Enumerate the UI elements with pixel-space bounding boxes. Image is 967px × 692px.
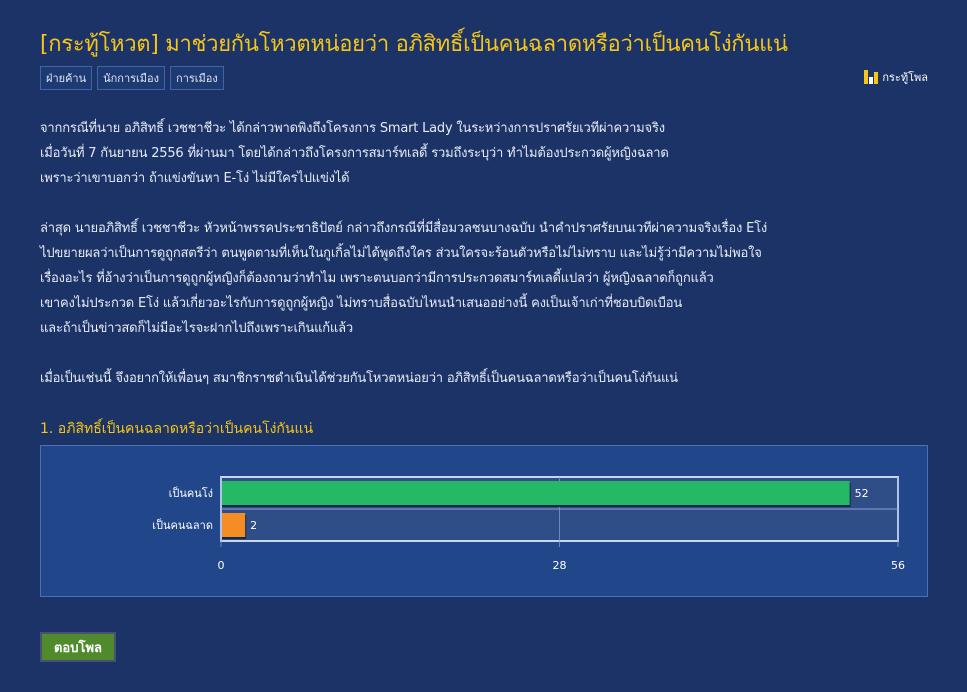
text-line: จากกรณีที่นาย อภิสิทธิ์ เวชชาชีวะ ได้กล่… [40,121,665,136]
x-tick-label: 56 [891,559,905,572]
poll-chart: 0 28 56 52 เป็นคนโง่ 2 เป็นคนฉลาด [40,445,928,597]
bar-0 [222,481,850,505]
tag-politician[interactable]: นักการเมือง [97,66,166,90]
paragraph-3: เมื่อเป็นเช่นนี้ จึงอยากให้เพื่อนๆ สมาชิ… [40,366,678,391]
text-line: เรื่องอะไร ที่อ้างว่าเป็นการดูถูกผู้หญิง… [40,271,714,286]
poll-question: 1. อภิสิทธิ์เป็นคนฉลาดหรือว่าเป็นคนโง่กั… [40,421,314,437]
bar-chart-icon [864,70,879,84]
text-line: ไปขยายผลว่าเป็นการดูถูกสตรีว่า ตนพูดตามท… [40,246,762,261]
data-label: 2 [250,519,257,532]
paragraph-1: จากกรณีที่นาย อภิสิทธิ์ เวชชาชีวะ ได้กล่… [40,116,669,191]
x-tick-label: 28 [553,559,567,572]
category-label: กระทู้โพล [882,71,928,84]
text-line: เพราะว่าเขาบอกว่า ถ้าแข่งขันหา E-โง่ ไม่… [40,171,350,186]
bar-chart: 0 28 56 52 เป็นคนโง่ 2 เป็นคนฉลาด [152,476,905,572]
page-title: [กระทู้โหวต] มาช่วยกันโหวตหน่อยว่า อภิสิ… [40,32,788,57]
text-line: เมื่อวันที่ 7 กันยายน 2556 ที่ผ่านมา โดย… [40,146,669,161]
tag-opposition[interactable]: ฝ่ายค้าน [40,66,93,90]
tag-politics[interactable]: การเมือง [170,66,224,90]
category-label: เป็นคนฉลาด [152,518,213,532]
text-line: ล่าสุด นายอภิสิทธิ์ เวชชาชีวะ หัวหน้าพรร… [40,221,768,236]
text-line: และถ้าเป็นข่าวสดก็ไม่มีอะไรจะฝากไปถึงเพร… [40,321,353,336]
text-line: เขาคงไม่ประกวด Eโง่ แล้วเกี่ยวอะไรกับการ… [40,296,683,311]
category-poll-link[interactable]: กระทู้โพล [864,68,928,86]
vote-button[interactable]: ตอบโพล [40,632,116,662]
bar-1 [222,513,246,537]
x-tick-label: 0 [218,559,225,572]
text-line: เมื่อเป็นเช่นนี้ จึงอยากให้เพื่อนๆ สมาชิ… [40,371,678,386]
category-label: เป็นคนโง่ [169,486,213,500]
tag-list: ฝ่ายค้าน นักการเมือง การเมือง [40,66,224,90]
data-label: 52 [855,487,869,500]
paragraph-2: ล่าสุด นายอภิสิทธิ์ เวชชาชีวะ หัวหน้าพรร… [40,216,767,341]
